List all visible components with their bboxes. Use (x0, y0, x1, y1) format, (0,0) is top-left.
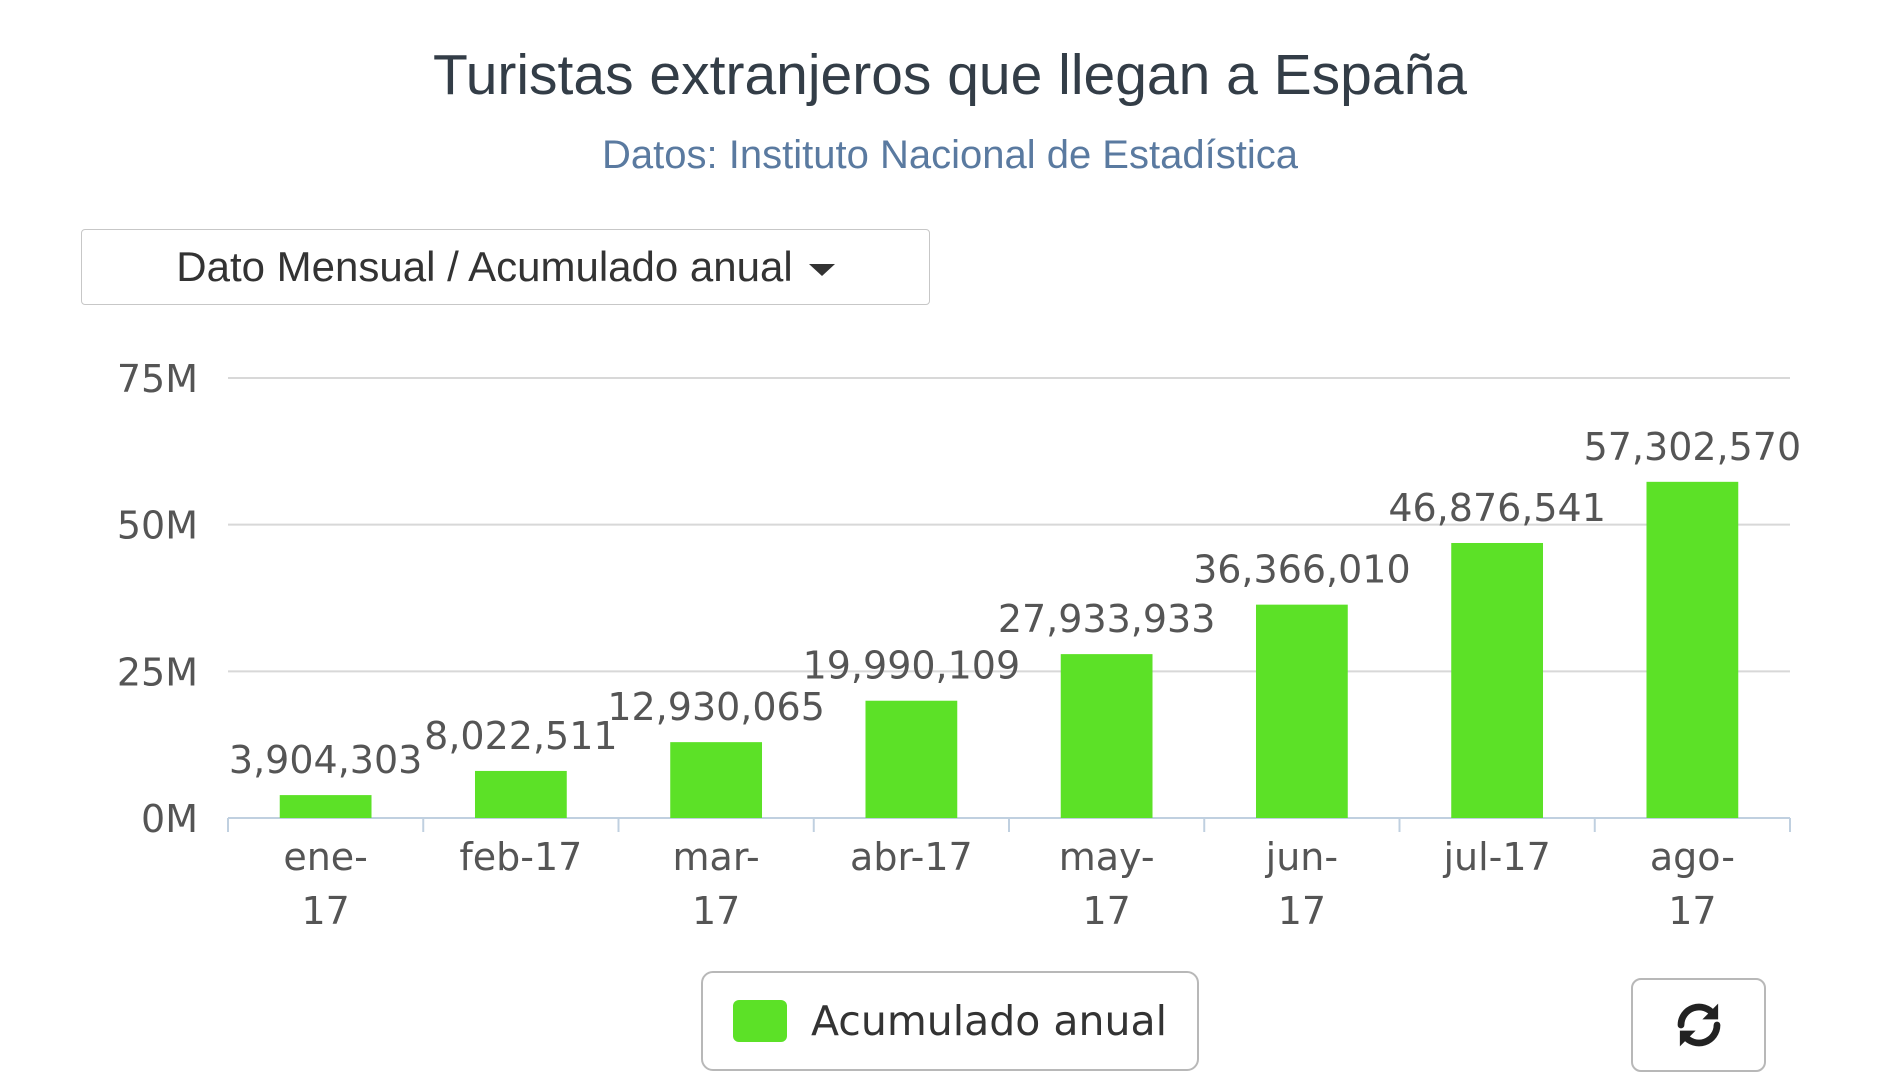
bar (1060, 654, 1153, 818)
y-tick-label: 0M (141, 797, 198, 841)
bar (1255, 604, 1348, 818)
x-tick-label: ene-17 (283, 835, 368, 933)
x-tick-label: abr-17 (850, 835, 973, 879)
refresh-icon (1677, 1003, 1720, 1047)
refresh-button[interactable] (1631, 978, 1766, 1072)
bar (1451, 542, 1544, 818)
x-tick-label: may-17 (1059, 835, 1155, 933)
bar (279, 795, 372, 818)
bar (670, 742, 763, 818)
data-label: 8,022,511 (424, 714, 617, 758)
x-tick-label: mar-17 (673, 835, 760, 933)
bar (865, 700, 958, 818)
legend-label: Acumulado anual (810, 997, 1168, 1045)
data-label: 12,930,065 (607, 685, 825, 729)
data-label: 3,904,303 (229, 738, 422, 782)
x-tick-label: jun-17 (1265, 835, 1338, 933)
data-mode-dropdown-label: Dato Mensual / Acumulado anual (176, 243, 793, 290)
x-tick-label: feb-17 (459, 835, 582, 879)
data-label: 36,366,010 (1193, 548, 1411, 592)
data-label: 46,876,541 (1388, 486, 1606, 530)
x-tick-label: jul-17 (1442, 835, 1550, 879)
y-tick-label: 75M (117, 357, 198, 401)
legend-swatch (732, 1000, 787, 1042)
legend-item-acumulado-anual[interactable]: Acumulado anual (701, 971, 1199, 1071)
chart-title: Turistas extranjeros que llegan a España (433, 43, 1467, 107)
x-tick-label: ago-17 (1650, 835, 1735, 933)
chart-subtitle: Datos: Instituto Nacional de Estadística (602, 133, 1298, 177)
data-label: 19,990,109 (803, 644, 1021, 688)
data-label: 27,933,933 (998, 597, 1216, 641)
data-mode-dropdown[interactable]: Dato Mensual / Acumulado anual (81, 229, 930, 305)
bar (474, 770, 567, 818)
caret-down-icon (808, 264, 835, 276)
data-label: 57,302,570 (1584, 425, 1802, 469)
y-tick-label: 25M (117, 650, 198, 694)
bar-chart: 0M 25M 50M 75M 3,904,303 ene-17 8,022,511 feb-1… (117, 357, 1802, 933)
y-tick-label: 50M (117, 504, 198, 548)
bar (1646, 481, 1739, 818)
